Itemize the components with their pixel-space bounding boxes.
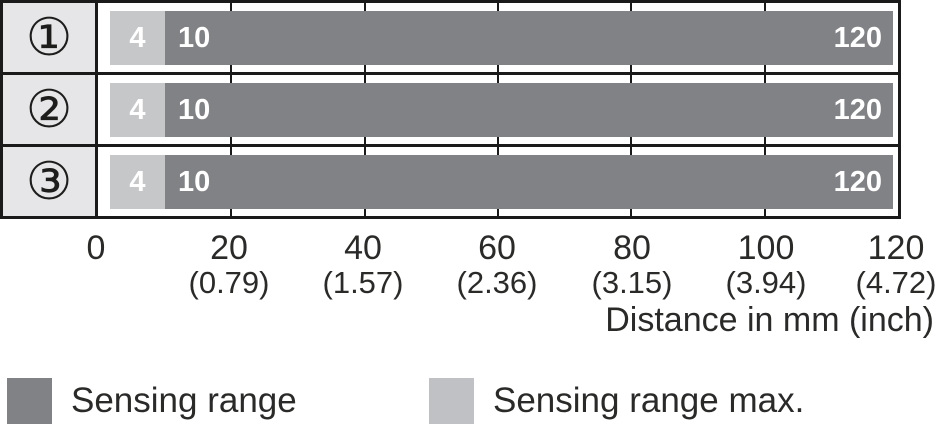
row-header-1: ① [3, 3, 98, 72]
bar-sensing-range: 10 120 [165, 11, 893, 65]
legend-item-sensing-range: Sensing range [7, 378, 297, 424]
axis-tick-100: 100 (3.94) [726, 230, 807, 300]
axis-tick-60: 60 (2.36) [457, 230, 538, 300]
bar-sensing-range-max: 4 [110, 11, 165, 65]
axis-tick-mm: 100 [737, 229, 795, 267]
bar-label-max-start: 4 [129, 165, 146, 198]
axis-tick-mm: 80 [613, 229, 651, 267]
bar-sensing-range-max: 4 [110, 155, 165, 209]
legend-swatch-sensing-range [7, 378, 52, 424]
bar-sensing-range: 10 120 [165, 155, 893, 209]
chart-row-3: ③ 4 10 120 [3, 147, 898, 216]
legend-item-sensing-range-max: Sensing range max. [429, 378, 804, 424]
axis-tick-inch: (2.36) [456, 265, 538, 300]
row-header-2: ② [3, 75, 98, 144]
row-plot-1: 4 10 120 [98, 3, 898, 72]
axis-tick-inch: (1.57) [322, 265, 404, 300]
axis-tick-mm: 40 [344, 229, 382, 267]
axis-tick-inch: (3.94) [725, 265, 807, 300]
bar-sensing-range-max: 4 [110, 83, 165, 137]
bar-label-start: 10 [178, 93, 211, 126]
legend-label-sensing-range-max: Sensing range max. [493, 381, 805, 420]
axis-tick-mm: 120 [867, 229, 925, 267]
bar-label-start: 10 [178, 21, 211, 54]
axis-tick-0: 0 [87, 230, 106, 266]
axis-tick-mm: 0 [86, 229, 106, 267]
axis-tick-40: 40 (1.57) [323, 230, 404, 300]
axis-tick-inch: (3.15) [591, 265, 673, 300]
chart-row-2: ② 4 10 120 [3, 75, 898, 147]
axis-tick-80: 80 (3.15) [592, 230, 673, 300]
circled-number-1: ① [25, 8, 73, 67]
row-plot-3: 4 10 120 [98, 147, 898, 216]
axis-title: Distance in mm (inch) [605, 301, 934, 339]
bar-label-end: 120 [833, 21, 882, 54]
bar-label-max-start: 4 [129, 21, 146, 54]
axis-tick-120: 120 (4.72) [856, 230, 937, 300]
axis-tick-mm: 60 [478, 229, 516, 267]
axis-tick-inch: (4.72) [855, 265, 937, 300]
chart-table: ① 4 10 120 ② [0, 0, 901, 219]
legend-swatch-sensing-range-max [429, 378, 474, 424]
chart-row-1: ① 4 10 120 [3, 3, 898, 75]
axis-tick-mm: 20 [210, 229, 248, 267]
bar-label-start: 10 [178, 165, 211, 198]
bar-label-end: 120 [833, 93, 882, 126]
bar-label-max-start: 4 [129, 93, 146, 126]
row-header-3: ③ [3, 147, 98, 216]
axis-tick-inch: (0.79) [188, 265, 270, 300]
bar-label-end: 120 [833, 165, 882, 198]
axis-tick-20: 20 (0.79) [189, 230, 270, 300]
circled-number-3: ③ [25, 152, 73, 211]
legend-label-sensing-range: Sensing range [71, 381, 297, 420]
row-plot-2: 4 10 120 [98, 75, 898, 144]
circled-number-2: ② [25, 80, 73, 139]
bar-sensing-range: 10 120 [165, 83, 893, 137]
